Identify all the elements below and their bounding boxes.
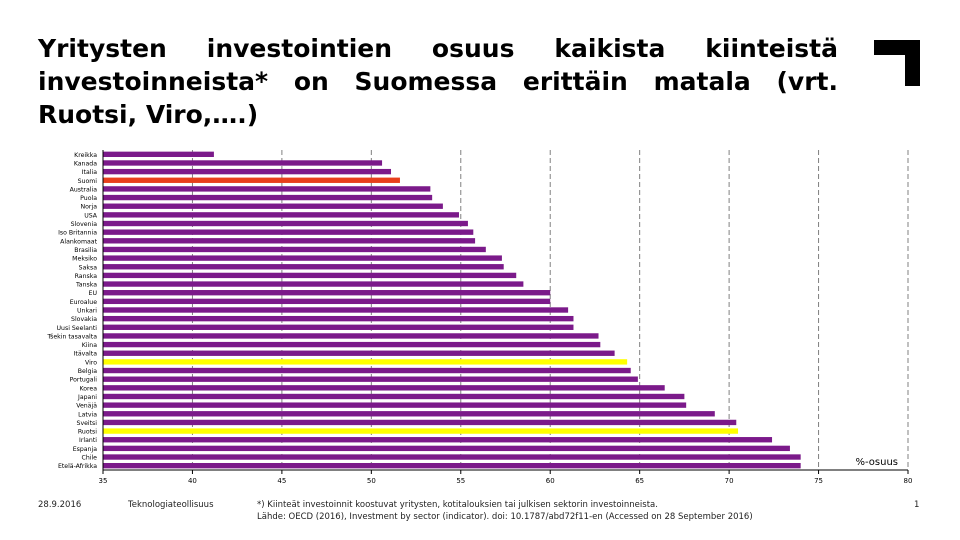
category-label: Suomi [78, 178, 98, 185]
category-label: Saksa [79, 264, 98, 271]
category-label: Kreikka [74, 152, 97, 159]
x-tick-label: 65 [635, 477, 644, 485]
bar [103, 229, 474, 235]
category-label: Etelä-Afrikka [58, 463, 97, 470]
unit-label: %-osuus [855, 457, 898, 468]
x-tick-label: 35 [99, 477, 108, 485]
category-label: Venäjä [76, 403, 97, 410]
bar [103, 393, 685, 400]
category-label: Australia [70, 186, 98, 193]
x-tick-label: 45 [277, 477, 286, 485]
bar [103, 462, 801, 469]
category-label: Tšekin tasavalta [46, 332, 97, 340]
x-tick-label: 40 [188, 477, 197, 485]
footer-date: 28.9.2016 [38, 500, 82, 510]
category-label: Portugali [70, 377, 98, 384]
category-label: Japani [77, 394, 97, 401]
x-tick-label: 80 [904, 477, 913, 485]
x-tick-label: 50 [367, 477, 376, 485]
bar [103, 307, 569, 313]
bar [103, 281, 524, 287]
footnote-source: Lähde: OECD (2016), Investment by sector… [257, 512, 753, 522]
category-label: Chile [82, 455, 98, 462]
footer-organization: Teknologiateollisuus [128, 500, 214, 510]
bar [103, 160, 383, 166]
category-label: Itävalta [74, 351, 98, 358]
bar [103, 151, 214, 158]
category-label: Brasilia [74, 247, 97, 254]
bar [103, 290, 551, 296]
page-number: 1 [914, 500, 920, 510]
category-label: EU [89, 290, 97, 297]
bar [103, 255, 502, 261]
bar [103, 428, 739, 434]
bar [103, 367, 631, 374]
bar [103, 350, 615, 356]
category-label: Ruotsi [78, 429, 97, 436]
category-label: Norja [81, 204, 98, 211]
category-label: Sveitsi [77, 420, 98, 427]
category-label: Irlanti [79, 437, 97, 444]
category-label: Viro [85, 359, 97, 366]
logo-corner-icon [874, 40, 920, 86]
bar [103, 324, 574, 330]
bar [103, 341, 601, 348]
bar [103, 454, 801, 460]
category-label: Puola [80, 195, 97, 202]
x-tick-label: 60 [546, 477, 555, 485]
category-label: Latvia [78, 411, 97, 418]
category-label: Kanada [74, 160, 97, 167]
category-label: Tanska [75, 282, 97, 289]
category-label: Alankomaat [60, 238, 97, 245]
x-tick-label: 55 [456, 477, 465, 485]
category-label: Ranska [75, 273, 98, 280]
category-label: USA [84, 212, 98, 219]
bar [103, 333, 599, 339]
category-label: Slovenia [71, 221, 98, 228]
bar [103, 272, 517, 279]
bar [103, 385, 665, 391]
category-label: Korea [79, 385, 97, 392]
bar [103, 186, 431, 192]
bar [103, 402, 687, 408]
bar [103, 238, 476, 244]
category-label: Euroalue [70, 299, 97, 306]
category-label: Uusi Seelanti [57, 325, 98, 332]
category-label: Kiina [82, 342, 97, 349]
bar [103, 203, 443, 209]
category-label: Iso Britannia [58, 230, 97, 237]
bar [103, 220, 468, 227]
bar [103, 246, 486, 253]
x-tick-label: 75 [814, 477, 823, 485]
category-label: Slovakia [71, 316, 97, 323]
category-label: Italia [82, 169, 97, 176]
bar [103, 411, 715, 417]
footnote-definition: *) Kiinteät investoinnit koostuvat yrity… [257, 500, 658, 510]
bar [103, 376, 638, 382]
x-tick-label: 70 [725, 477, 734, 485]
bar [103, 177, 400, 183]
footnote: *) Kiinteät investoinnit koostuvat yrity… [257, 499, 753, 523]
bar [103, 445, 790, 452]
bar [103, 298, 551, 305]
bar [103, 437, 773, 443]
bar [103, 194, 433, 201]
bar [103, 359, 628, 365]
bar [103, 315, 574, 322]
category-label: Unkari [77, 308, 97, 315]
bar [103, 419, 737, 426]
bar [103, 168, 392, 175]
bar [103, 264, 504, 270]
category-label: Belgia [78, 368, 97, 375]
category-label: Meksiko [72, 256, 97, 263]
page-title: Yritysten investointien osuus kaikista k… [38, 34, 838, 129]
bar [103, 212, 459, 218]
category-label: Espanja [73, 446, 97, 453]
